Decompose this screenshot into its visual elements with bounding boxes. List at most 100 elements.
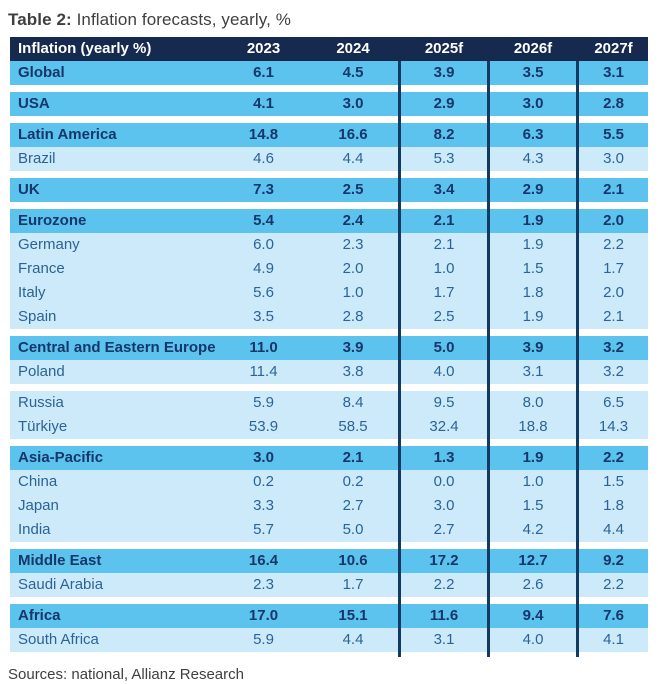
value-cell: 2.8 (576, 92, 648, 116)
value-cell: 1.9 (487, 446, 576, 470)
value-cell: 1.9 (487, 305, 576, 329)
row-label (10, 171, 219, 178)
value-cell: 9.2 (576, 549, 648, 573)
value-cell (576, 171, 648, 178)
row-label (10, 439, 219, 446)
row-label: Germany (18, 236, 80, 253)
row-label: France (18, 260, 65, 277)
value-cell (308, 116, 398, 123)
table-row-central-and-eastern-europe: Central and Eastern Europe 11.0 3.9 5.0 3.9 3… (10, 336, 648, 360)
value-cell (576, 597, 648, 604)
value-cell: 6.1 (253, 64, 274, 81)
value-cell: 8.4 (342, 394, 364, 411)
row-label: UK (18, 181, 40, 198)
table-row-latin-america: Latin America 14.8 16.6 8.2 6.3 5.5 (10, 123, 648, 147)
value-cell: 1.8 (576, 494, 648, 518)
value-cell: 10.6 (338, 552, 368, 569)
value-cell: 2.5 (398, 305, 487, 329)
value-cell: 9.4 (487, 604, 576, 628)
value-cell (308, 384, 398, 391)
table-row-uk: UK 7.3 2.5 3.4 2.9 2.1 (10, 178, 648, 202)
value-cell: 18.8 (487, 415, 576, 439)
value-cell (576, 542, 648, 549)
value-cell: 5.9 (253, 394, 274, 411)
row-label: Italy (18, 284, 46, 301)
value-cell: 2.8 (342, 308, 364, 325)
value-cell (398, 329, 487, 336)
value-cell: 2.0 (342, 260, 364, 277)
value-cell: 8.2 (398, 123, 487, 147)
value-cell (576, 652, 648, 657)
value-cell: 3.0 (253, 449, 274, 466)
row-label: Russia (18, 394, 64, 411)
row-label: Middle East (18, 552, 102, 569)
value-cell: 1.5 (576, 470, 648, 494)
value-cell: 14.8 (248, 126, 279, 143)
value-cell: 3.0 (487, 92, 576, 116)
row-label (10, 652, 219, 657)
value-cell: 4.5 (342, 64, 364, 81)
value-cell: 32.4 (398, 415, 487, 439)
value-cell: 9.5 (398, 391, 487, 415)
value-cell (576, 116, 648, 123)
value-cell: 1.9 (487, 209, 576, 233)
value-cell (219, 171, 308, 178)
value-cell (398, 85, 487, 92)
value-cell: 1.7 (342, 576, 364, 593)
value-cell: 0.2 (253, 473, 274, 490)
value-cell (487, 652, 576, 657)
value-cell: 16.6 (338, 126, 368, 143)
value-cell (219, 652, 308, 657)
value-cell (576, 202, 648, 209)
value-cell: 15.1 (338, 607, 368, 624)
value-cell (487, 329, 576, 336)
value-cell (487, 85, 576, 92)
value-cell (308, 85, 398, 92)
value-cell: 7.3 (253, 181, 274, 198)
value-cell: 1.5 (487, 257, 576, 281)
value-cell: 1.9 (487, 233, 576, 257)
value-cell (487, 597, 576, 604)
value-cell: 1.8 (487, 281, 576, 305)
table-row-saudi-arabia: Saudi Arabia 2.3 1.7 2.2 2.6 2.2 (10, 573, 648, 597)
value-cell (398, 171, 487, 178)
value-cell: 5.7 (253, 521, 274, 538)
value-cell: 4.4 (342, 631, 364, 648)
value-cell (487, 384, 576, 391)
table-row-global: Global 6.1 4.5 3.9 3.5 3.1 (10, 61, 648, 85)
value-cell (398, 542, 487, 549)
value-cell: 2.1 (576, 305, 648, 329)
value-cell: 4.1 (253, 95, 274, 112)
value-cell: 3.2 (576, 336, 648, 360)
value-cell: 4.4 (342, 150, 364, 167)
value-cell: 1.0 (487, 470, 576, 494)
table-row-japan: Japan 3.3 2.7 3.0 1.5 1.8 (10, 494, 648, 518)
row-label (10, 116, 219, 123)
table-title-text: Inflation forecasts, yearly, % (71, 10, 291, 29)
value-cell: 3.9 (487, 336, 576, 360)
value-cell: 3.0 (398, 494, 487, 518)
table-row-italy: Italy 5.6 1.0 1.7 1.8 2.0 (10, 281, 648, 305)
row-label: Africa (18, 607, 61, 624)
value-cell: 2.9 (487, 178, 576, 202)
value-cell: 5.4 (253, 212, 274, 229)
row-label: Saudi Arabia (18, 576, 104, 593)
value-cell: 2.7 (398, 518, 487, 542)
table-row-africa: Africa 17.0 15.1 11.6 9.4 7.6 (10, 604, 648, 628)
value-cell: 53.9 (248, 418, 279, 435)
table-body: Global 6.1 4.5 3.9 3.5 3.1 USA 4.1 3.0 2.9 3.0 2.8 L… (10, 61, 648, 657)
table-row-t-rkiye: Türkiye 53.9 58.5 32.4 18.8 14.3 (10, 415, 648, 439)
row-label (10, 85, 219, 92)
row-label (10, 542, 219, 549)
value-cell (398, 116, 487, 123)
row-label: USA (18, 95, 50, 112)
row-label: China (18, 473, 58, 490)
value-cell: 58.5 (338, 418, 368, 435)
value-cell: 2.4 (342, 212, 364, 229)
value-cell (219, 85, 308, 92)
row-label (10, 329, 219, 336)
table-header-row: Inflation (yearly %) 2023 2024 2025f 202… (10, 37, 648, 61)
value-cell: 0.0 (398, 470, 487, 494)
value-cell (487, 171, 576, 178)
value-cell: 16.4 (248, 552, 279, 569)
